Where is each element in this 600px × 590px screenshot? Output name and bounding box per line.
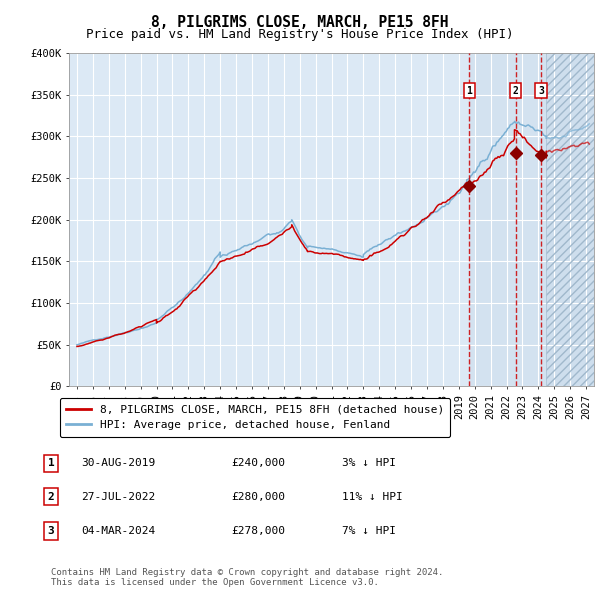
Text: 7% ↓ HPI: 7% ↓ HPI	[342, 526, 396, 536]
Bar	[546, 53, 594, 386]
Text: 1: 1	[47, 458, 55, 468]
Legend: 8, PILGRIMS CLOSE, MARCH, PE15 8FH (detached house), HPI: Average price, detache: 8, PILGRIMS CLOSE, MARCH, PE15 8FH (deta…	[59, 398, 451, 437]
Text: 04-MAR-2024: 04-MAR-2024	[81, 526, 155, 536]
Text: Contains HM Land Registry data © Crown copyright and database right 2024.
This d: Contains HM Land Registry data © Crown c…	[51, 568, 443, 587]
Text: 3% ↓ HPI: 3% ↓ HPI	[342, 458, 396, 468]
Text: 27-JUL-2022: 27-JUL-2022	[81, 492, 155, 502]
Text: 2: 2	[512, 86, 518, 96]
Text: 3: 3	[47, 526, 55, 536]
Text: 8, PILGRIMS CLOSE, MARCH, PE15 8FH: 8, PILGRIMS CLOSE, MARCH, PE15 8FH	[151, 15, 449, 30]
Text: Price paid vs. HM Land Registry's House Price Index (HPI): Price paid vs. HM Land Registry's House …	[86, 28, 514, 41]
Bar	[546, 53, 594, 386]
Text: 11% ↓ HPI: 11% ↓ HPI	[342, 492, 403, 502]
Text: £240,000: £240,000	[231, 458, 285, 468]
Text: £280,000: £280,000	[231, 492, 285, 502]
Text: 3: 3	[538, 86, 544, 96]
Bar	[469, 53, 546, 386]
Text: 30-AUG-2019: 30-AUG-2019	[81, 458, 155, 468]
Text: £278,000: £278,000	[231, 526, 285, 536]
Text: 1: 1	[466, 86, 472, 96]
Text: 2: 2	[47, 492, 55, 502]
